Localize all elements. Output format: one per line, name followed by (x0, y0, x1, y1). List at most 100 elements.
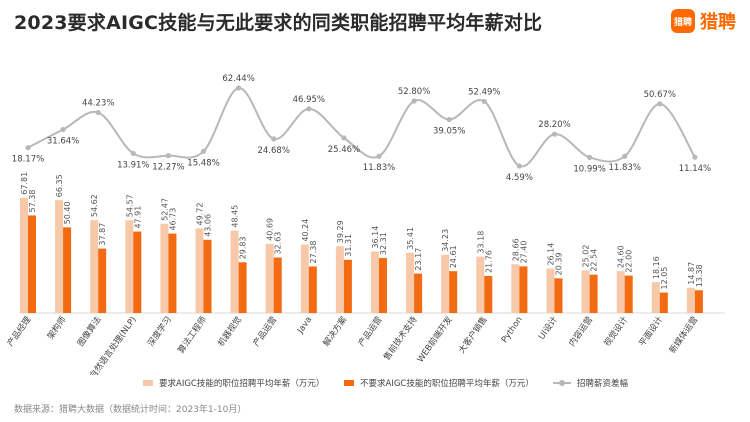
bar-without-aigc (238, 262, 247, 313)
data-label-without-aigc: 32.31 (379, 232, 388, 255)
data-label-without-aigc: 24.61 (449, 245, 458, 268)
legend-label-without-aigc: 不要求AIGC技能的职位招聘平均年薪（万元） (360, 379, 534, 389)
data-label-with-aigc: 26.14 (547, 243, 556, 266)
bar-with-aigc (230, 230, 239, 313)
data-label-with-aigc: 39.29 (336, 220, 345, 243)
data-label-without-aigc: 27.38 (309, 241, 318, 264)
liepin-logo: 猎聘 猎聘 (671, 8, 736, 34)
data-label-without-aigc: 22.00 (625, 250, 634, 273)
data-label-without-aigc: 27.40 (519, 241, 528, 264)
salary-gap-label: 13.91% (117, 160, 149, 170)
salary-gap-label: 25.46% (328, 145, 360, 155)
data-label-with-aigc: 54.62 (90, 194, 99, 217)
salary-gap-label: 12.27% (152, 163, 184, 173)
data-label-with-aigc: 40.69 (266, 218, 275, 241)
data-label-with-aigc: 18.16 (652, 256, 661, 279)
salary-gap-label: 39.05% (433, 127, 465, 137)
data-label-without-aigc: 47.91 (133, 206, 142, 229)
bar-without-aigc (28, 215, 36, 313)
bar-without-aigc (98, 248, 107, 313)
bar-without-aigc (624, 275, 633, 313)
salary-gap-point (130, 150, 136, 157)
salary-gap-line (27, 87, 696, 168)
category-label: 图像算法 (75, 314, 104, 348)
salary-gap-point (481, 98, 487, 105)
salary-gap-point (587, 154, 593, 160)
salary-gap-label: 11.83% (363, 163, 395, 173)
data-label-without-aigc: 57.38 (28, 190, 37, 213)
category-label: UI设计 (536, 314, 560, 342)
salary-gap-label: 44.23% (82, 99, 114, 109)
category-label: 算法工程师 (176, 314, 210, 356)
salary-gap-point (165, 153, 171, 159)
category-label: 解决方案 (321, 314, 350, 349)
salary-gap-point (271, 136, 277, 142)
salary-gap-point (446, 116, 452, 123)
legend-label-with-aigc: 要求AIGC技能的职位招聘平均年薪（万元） (159, 379, 325, 389)
data-label-without-aigc: 22.54 (590, 249, 599, 272)
salary-gap-label: 46.95% (293, 95, 325, 105)
data-label-with-aigc: 49.72 (196, 203, 205, 226)
salary-gap-label: 11.14% (679, 164, 711, 174)
bar-without-aigc (379, 258, 387, 313)
legend-label-salary-gap: 招聘薪资差幅 (577, 379, 629, 389)
category-label: 产品运营 (251, 314, 280, 348)
legend-item-without-aigc: 不要求AIGC技能的职位招聘平均年薪（万元） (344, 377, 534, 389)
bar-with-aigc (335, 246, 344, 313)
bar-without-aigc (519, 266, 528, 313)
bar-without-aigc (168, 233, 177, 313)
data-label-with-aigc: 28.66 (511, 238, 520, 261)
category-label: 平面设计 (637, 314, 666, 349)
category-label: 深度学习 (145, 314, 174, 348)
bar-without-aigc (308, 266, 317, 313)
salary-gap-label: 10.99% (573, 164, 605, 174)
category-label: Python (500, 315, 525, 345)
bar-with-aigc (581, 270, 590, 313)
data-label-without-aigc: 46.73 (168, 208, 177, 231)
bar-without-aigc (589, 274, 598, 313)
salary-gap-label: 28.20% (538, 120, 570, 130)
bar-without-aigc (694, 290, 703, 313)
salary-gap-point (236, 85, 242, 91)
bar-without-aigc (203, 239, 212, 313)
category-label: 机器视觉 (216, 314, 245, 349)
bar-with-aigc (616, 271, 625, 313)
bar-with-aigc (511, 264, 520, 313)
salary-gap-point (341, 135, 347, 141)
bar-without-aigc (554, 278, 563, 313)
data-label-without-aigc: 23.17 (414, 248, 423, 271)
bar-with-aigc (90, 220, 99, 313)
bar-without-aigc (449, 271, 458, 313)
data-label-without-aigc: 20.39 (555, 252, 564, 275)
salary-gap-label: 52.49% (468, 87, 500, 97)
salary-gap-label: 31.64% (47, 137, 79, 147)
data-label-with-aigc: 24.60 (617, 245, 626, 268)
legend-item-with-aigc: 要求AIGC技能的职位招聘平均年薪（万元） (143, 377, 324, 389)
data-label-with-aigc: 67.81 (20, 172, 29, 195)
data-label-with-aigc: 66.35 (55, 174, 64, 197)
salary-gap-point (622, 153, 628, 159)
liepin-logo-text: 猎聘 (700, 12, 736, 33)
salary-gap-point (60, 126, 66, 133)
category-label: Java (295, 315, 314, 336)
data-label-with-aigc: 25.02 (582, 245, 591, 268)
bar-with-aigc (686, 287, 695, 313)
salary-gap-point (657, 101, 663, 107)
category-label: 售前技术支持 (381, 314, 420, 362)
bar-with-aigc (20, 197, 28, 313)
bar-without-aigc (659, 292, 668, 313)
salary-gap-label: 62.44% (222, 74, 254, 84)
salary-gap-label: 4.59% (506, 173, 533, 183)
category-label: 产品运营 (356, 314, 385, 348)
bar-with-aigc (441, 254, 450, 313)
category-label: 架构师 (45, 314, 69, 342)
data-label-without-aigc: 43.06 (204, 214, 213, 237)
salary-gap-point (200, 148, 207, 154)
data-label-with-aigc: 54.57 (125, 194, 134, 217)
chart-legend: 要求AIGC技能的职位招聘平均年薪（万元） 不要求AIGC技能的职位招聘平均年薪… (0, 377, 750, 393)
category-label: 内容运营 (567, 314, 596, 348)
legend-swatch-without-aigc (344, 380, 354, 386)
bar-without-aigc (343, 259, 352, 313)
bar-with-aigc (406, 252, 415, 313)
bar-with-aigc (651, 282, 660, 313)
